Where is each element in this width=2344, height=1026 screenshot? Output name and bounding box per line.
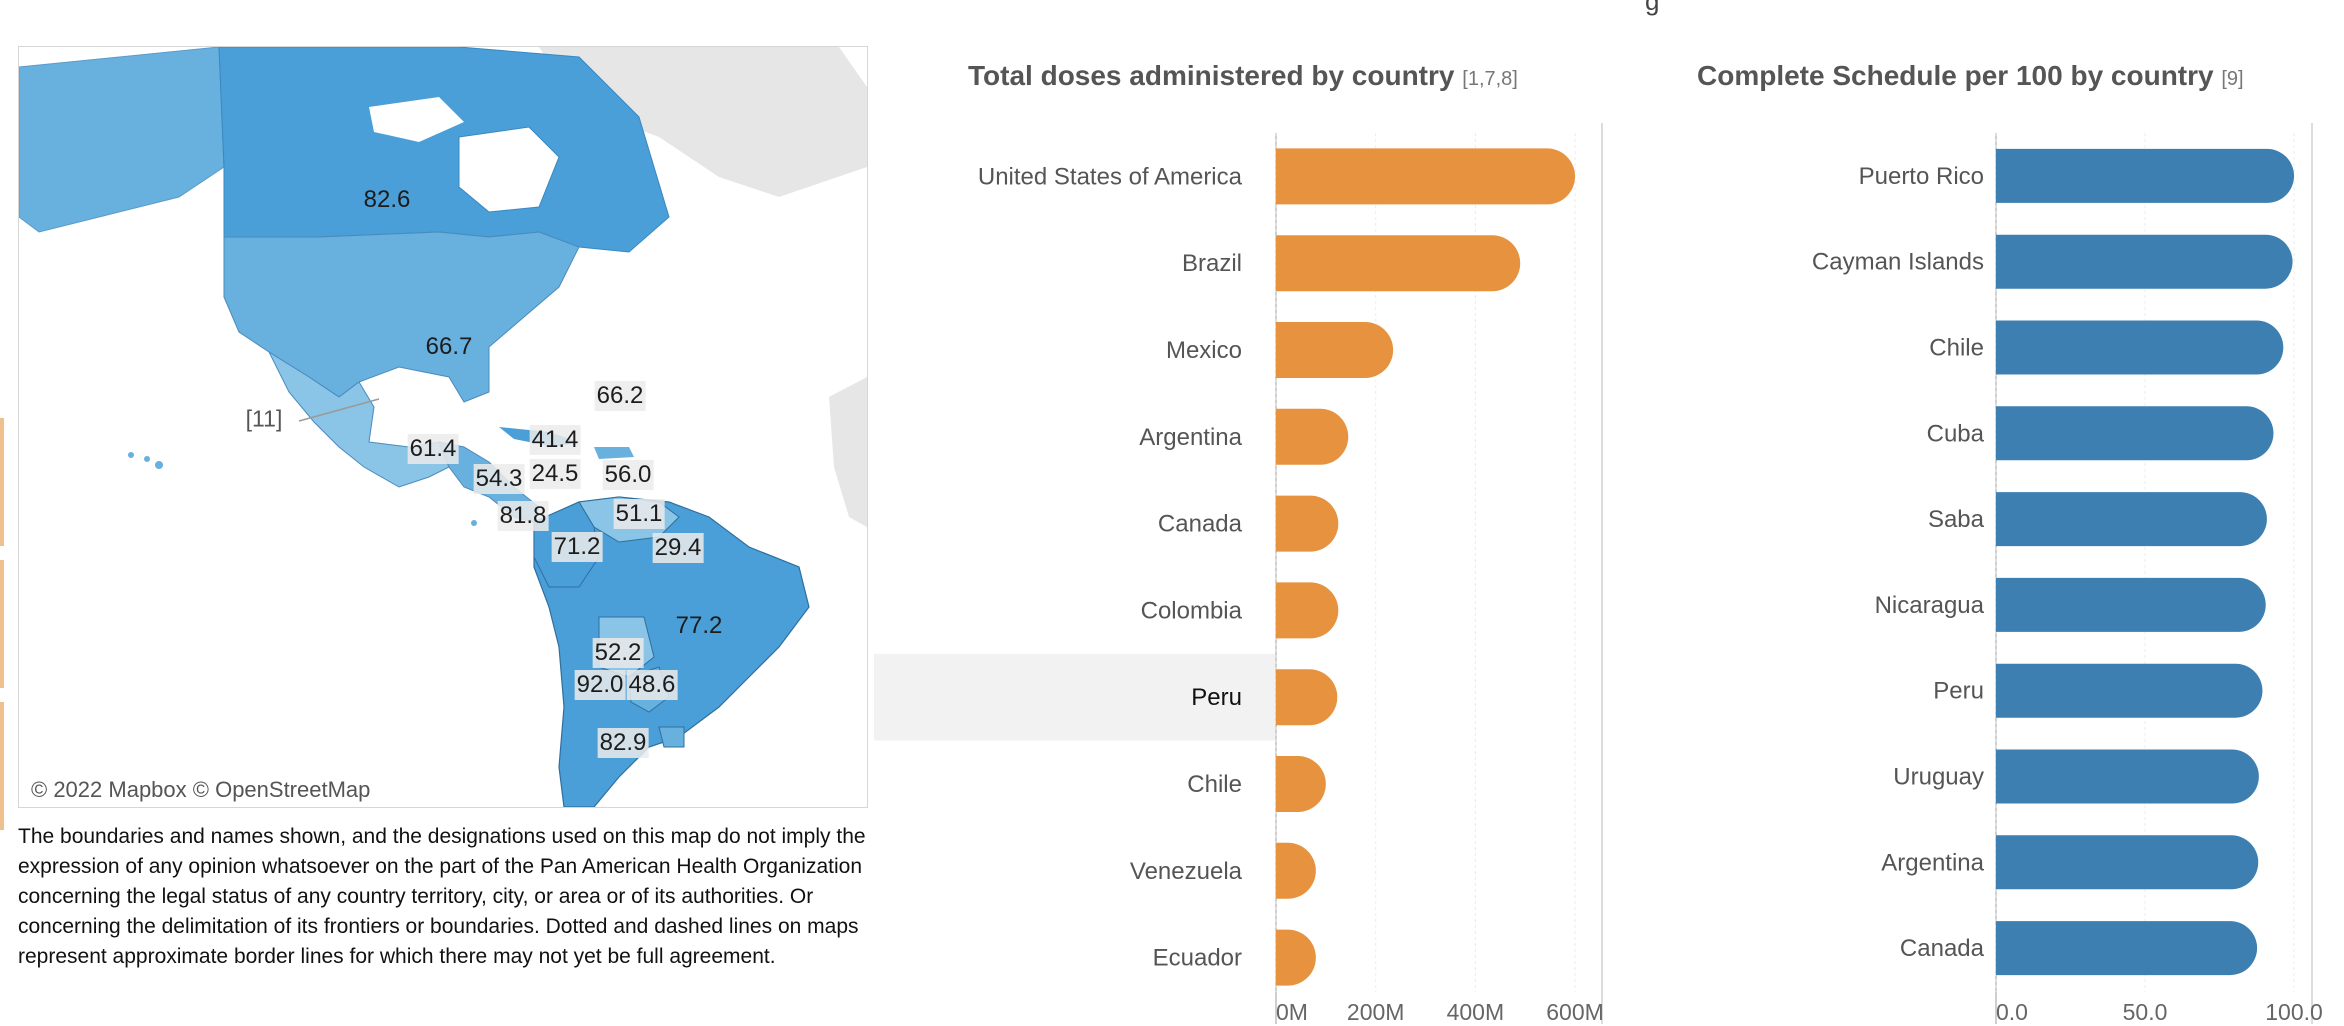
map-value-label: 82.9 (597, 728, 649, 758)
map-value-label: 52.2 (592, 638, 644, 668)
category-label: Cayman Islands (1812, 249, 1984, 276)
chart-title-text: Complete Schedule per 100 by country (1697, 60, 2214, 91)
hawaii-island-3 (155, 461, 163, 469)
map-value-label: 48.6 (626, 670, 678, 700)
map-value-label: 66.2 (594, 381, 646, 411)
selected-row-highlight (874, 653, 1276, 741)
footnote-leader-line (298, 398, 380, 422)
map-value-label: 81.8 (497, 501, 549, 531)
total-doses-bar-chart[interactable]: United States of America Brazil Mexico Arge… (874, 106, 1620, 1026)
left-edge-accent-3 (0, 702, 4, 830)
bar (1996, 492, 2267, 547)
category-label: Nicaragua (1875, 592, 1985, 619)
chart-title-reference: [9] (2221, 68, 2244, 90)
bar (1276, 756, 1326, 812)
map-value-label: 61.4 (407, 434, 459, 464)
category-label: Argentina (1139, 424, 1242, 451)
bar (1996, 835, 2259, 890)
bar (1276, 495, 1339, 552)
chart-title-complete-schedule: Complete Schedule per 100 by country [9] (1697, 60, 2244, 92)
greenland-shape (539, 47, 867, 197)
category-label: United States of America (978, 163, 1243, 190)
category-label: Venezuela (1130, 858, 1243, 885)
category-label: Chile (1187, 771, 1242, 798)
hawaii-island-1 (128, 452, 134, 458)
map-canvas (19, 47, 867, 807)
x-tick-label: 200M (1347, 999, 1405, 1025)
bar (1276, 408, 1349, 465)
map-value-label: 29.4 (652, 533, 704, 563)
bar (1276, 669, 1338, 726)
map-value-label: 71.2 (551, 532, 603, 562)
map-attribution: © 2022 Mapbox © OpenStreetMap (27, 777, 375, 803)
bar (1996, 577, 2266, 632)
category-label: Ecuador (1153, 945, 1242, 972)
category-label: Brazil (1182, 250, 1242, 277)
category-label: Chile (1929, 335, 1984, 362)
map-value-label: 82.6 (363, 186, 411, 213)
x-tick-label: 600M (1546, 999, 1604, 1025)
choropleth-map[interactable]: [11] 82.6 66.7 66.2 61.4 41.4 54.3 24.5 56.0 81.… (18, 46, 868, 808)
bar (1996, 921, 2258, 976)
x-tick-label: 400M (1447, 999, 1505, 1025)
bar (1276, 235, 1521, 292)
bar (1996, 663, 2263, 718)
map-value-label: 54.3 (473, 464, 525, 494)
map-value-label: 77.2 (675, 612, 723, 639)
category-label: Peru (1933, 678, 1984, 705)
category-label: Argentina (1881, 849, 1984, 876)
category-label: Peru (1191, 684, 1242, 711)
map-footnote-reference: [11] (245, 405, 283, 432)
chart-title-reference: [1,7,8] (1462, 68, 1518, 90)
hispaniola-shape (594, 447, 634, 459)
galapagos-dot (471, 520, 477, 526)
hudson-bay (458, 126, 560, 213)
map-disclaimer: The boundaries and names shown, and the … (18, 825, 866, 968)
x-tick-label: 50.0 (2123, 999, 2168, 1025)
chart-title-text: Total doses administered by country (968, 60, 1455, 91)
bar (1996, 320, 2284, 375)
left-edge-accent-2 (0, 560, 4, 688)
map-value-label: 24.5 (529, 459, 581, 489)
bar (1996, 749, 2259, 804)
category-label: Uruguay (1893, 764, 1984, 791)
complete-schedule-bar-chart[interactable]: Puerto Rico Cayman Islands Chile Cuba Saba Ni… (1700, 106, 2340, 1026)
category-label: Puerto Rico (1859, 163, 1984, 190)
bar (1276, 322, 1394, 378)
map-value-label: 41.4 (529, 425, 581, 455)
bar (1996, 234, 2293, 289)
category-label: Canada (1158, 511, 1243, 538)
hawaii-island-2 (144, 456, 150, 462)
map-value-label: 56.0 (602, 460, 654, 490)
category-label: Canada (1900, 935, 1985, 962)
x-tick-label: 0M (1276, 999, 1308, 1025)
chart-title-total-doses: Total doses administered by country [1,7… (968, 60, 1518, 92)
bar (1996, 148, 2295, 203)
usa-shape (223, 231, 580, 403)
x-tick-label: 100.0 (2265, 999, 2323, 1025)
africa-edge-shape (829, 377, 867, 527)
bar (1276, 148, 1576, 205)
map-value-label: 66.7 (425, 333, 473, 360)
category-label: Colombia (1141, 597, 1243, 624)
category-label: Saba (1928, 506, 1985, 533)
bar (1996, 406, 2274, 461)
bar (1276, 929, 1316, 986)
arctic-water (369, 97, 464, 142)
map-value-label: 92.0 (574, 670, 626, 700)
header-fragment: g (1645, 0, 1660, 16)
left-edge-accent-1 (0, 418, 4, 546)
alaska-shape (19, 47, 225, 233)
uruguay-shape (658, 726, 685, 748)
bar (1276, 582, 1339, 639)
category-label: Cuba (1927, 420, 1985, 447)
map-value-label: 51.1 (613, 499, 665, 529)
bar (1276, 842, 1316, 899)
x-tick-label: 0.0 (1996, 999, 2028, 1025)
category-label: Mexico (1166, 337, 1242, 364)
